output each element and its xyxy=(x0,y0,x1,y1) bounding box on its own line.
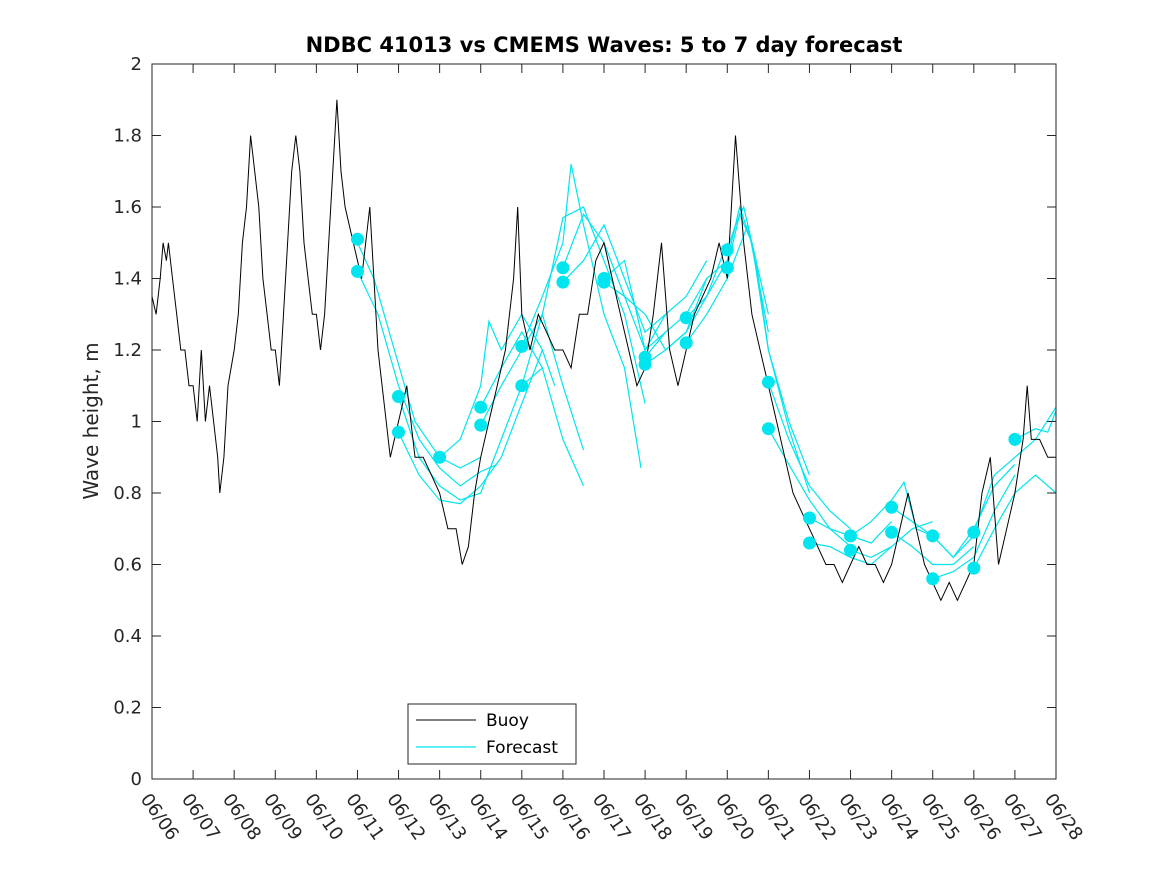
forecast-line-6 xyxy=(480,312,585,451)
forecast-marker-1 xyxy=(351,264,364,278)
forecast-marker-19 xyxy=(761,375,775,389)
forecast-line-20 xyxy=(767,428,851,548)
forecast-line-14 xyxy=(644,242,728,365)
forecast-line-2 xyxy=(397,367,543,501)
forecast-marker-23 xyxy=(844,529,857,543)
forecast-line-23 xyxy=(850,480,933,537)
forecast-marker-0 xyxy=(351,232,364,246)
forecast-line-7 xyxy=(521,163,642,469)
forecast-marker-18 xyxy=(720,261,734,275)
y-tick-label-7: 1.4 xyxy=(113,269,142,290)
forecast-marker-26 xyxy=(885,525,899,539)
forecast-marker-20 xyxy=(761,422,775,436)
legend-box xyxy=(407,703,577,765)
forecast-marker-24 xyxy=(844,543,857,557)
legend-label-buoy: Buoy xyxy=(486,711,529,731)
legend-label-forecast: Forecast xyxy=(486,738,558,758)
forecast-line-0 xyxy=(356,271,498,487)
forecast-marker-25 xyxy=(885,500,899,514)
forecast-line-4 xyxy=(439,313,556,458)
forecast-marker-6 xyxy=(474,418,488,432)
forecast-marker-8 xyxy=(515,379,529,393)
y-tick-label-5: 1 xyxy=(131,412,142,433)
forecast-marker-15 xyxy=(679,311,693,325)
y-tick-label-10: 2 xyxy=(131,54,142,75)
forecast-line-22 xyxy=(809,542,892,566)
forecast-marker-29 xyxy=(967,525,981,539)
forecast-line-26 xyxy=(891,531,975,566)
forecast-line-18 xyxy=(726,212,811,494)
forecast-line-17 xyxy=(726,205,811,476)
buoy-line xyxy=(151,99,1056,602)
forecast-marker-31 xyxy=(1008,432,1022,446)
y-tick-label-0: 0 xyxy=(131,769,142,790)
forecast-marker-22 xyxy=(803,536,816,550)
forecast-marker-5 xyxy=(474,400,488,414)
forecast-marker-30 xyxy=(967,561,981,575)
forecast-marker-27 xyxy=(926,529,940,543)
forecast-line-28 xyxy=(932,474,1016,580)
forecast-marker-21 xyxy=(803,511,816,525)
y-tick-label-8: 1.6 xyxy=(113,197,142,218)
forecast-marker-12 xyxy=(597,275,611,289)
y-tick-label-6: 1.2 xyxy=(113,340,142,361)
y-tick-label-9: 1.8 xyxy=(113,126,142,147)
forecast-marker-14 xyxy=(638,357,652,371)
forecast-marker-3 xyxy=(392,425,405,439)
forecast-line-19 xyxy=(767,381,851,530)
chart-title: NDBC 41013 vs CMEMS Waves: 5 to 7 day fo… xyxy=(306,33,903,57)
forecast-marker-17 xyxy=(720,243,734,257)
forecast-line-10 xyxy=(562,223,666,334)
forecast-marker-2 xyxy=(392,390,405,403)
y-tick-label-3: 0.6 xyxy=(113,555,142,576)
forecast-line-3 xyxy=(397,349,543,505)
y-tick-label-2: 0.4 xyxy=(113,626,142,647)
forecast-marker-28 xyxy=(926,572,940,586)
y-tick-label-1: 0.2 xyxy=(113,698,142,719)
series-layer xyxy=(151,99,1057,602)
y-axis-label: Wave height, m xyxy=(79,342,103,499)
forecast-marker-16 xyxy=(679,336,693,350)
y-tick-label-4: 0.8 xyxy=(113,483,142,504)
forecast-marker-4 xyxy=(433,450,447,464)
plot-area xyxy=(152,64,1056,779)
forecast-line-29 xyxy=(973,406,1057,533)
legend: Buoy Forecast xyxy=(407,703,577,765)
forecast-line-8 xyxy=(521,206,646,404)
forecast-marker-10 xyxy=(556,275,570,289)
forecast-marker-7 xyxy=(515,339,529,353)
forecast-marker-9 xyxy=(556,261,570,275)
